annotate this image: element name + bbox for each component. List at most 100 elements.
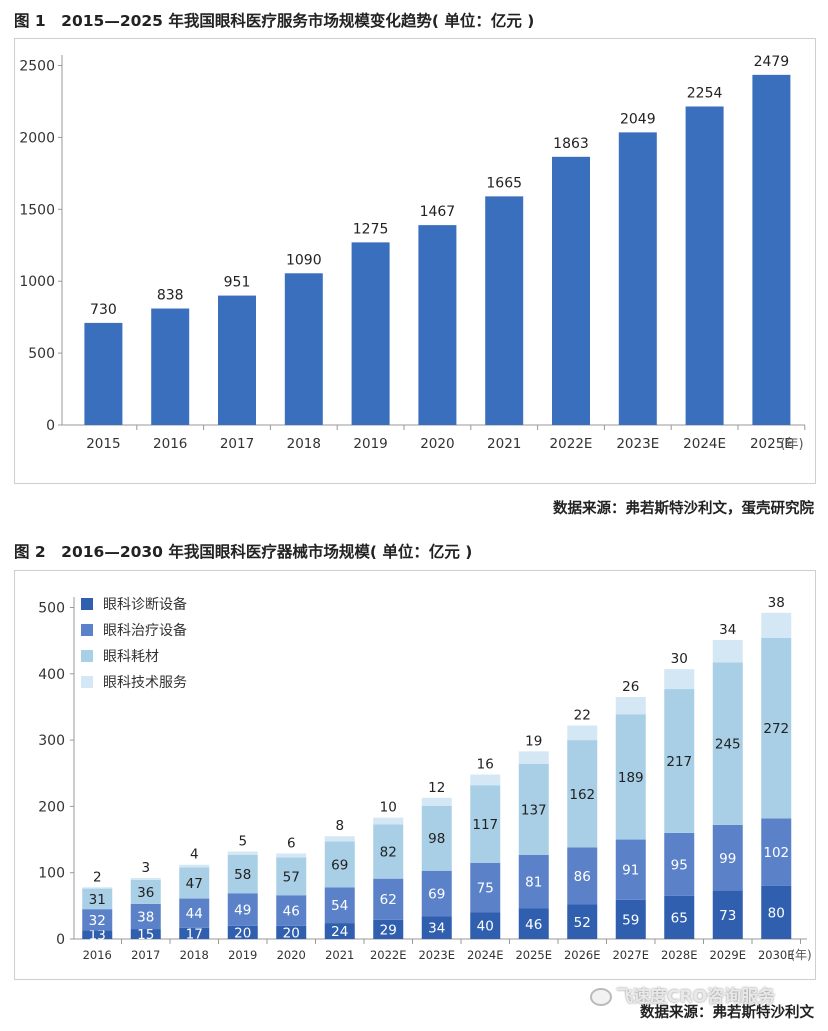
stack-segment — [373, 824, 404, 879]
segment-value-label: 98 — [428, 831, 445, 847]
stack-segment — [664, 689, 695, 833]
segment-value-label: 20 — [283, 925, 300, 941]
y-tick-label: 1000 — [19, 274, 55, 290]
stack-segment — [82, 887, 113, 889]
y-tick-label: 1500 — [19, 202, 55, 218]
stack-segment — [712, 890, 743, 939]
stack-segment — [761, 818, 792, 886]
legend-label: 眼科诊断设备 — [103, 597, 187, 613]
stack-segment — [761, 637, 792, 819]
stack-segment — [227, 854, 258, 894]
segment-value-label: 10 — [380, 800, 397, 816]
segment-value-label: 69 — [428, 887, 445, 903]
segment-value-label: 8 — [335, 818, 344, 834]
x-tick-label: 2024E — [683, 436, 726, 452]
x-tick-label: 2019 — [228, 948, 257, 962]
y-tick-label: 300 — [38, 733, 65, 749]
legend-item: 眼科诊断设备 — [81, 591, 187, 617]
stack-segment — [373, 817, 404, 825]
stack-segment — [130, 879, 161, 904]
stack-segment — [130, 929, 161, 939]
segment-value-label: 49 — [234, 902, 251, 918]
bar — [351, 242, 390, 425]
stack-segment — [82, 888, 113, 910]
segment-value-label: 102 — [763, 845, 789, 861]
bar-value-label: 1863 — [553, 136, 589, 152]
segment-value-label: 81 — [525, 875, 542, 891]
segment-value-label: 38 — [768, 595, 785, 611]
x-tick-label: 2017 — [220, 436, 254, 452]
segment-value-label: 95 — [671, 857, 688, 873]
legend-item: 眼科治疗设备 — [81, 617, 187, 643]
legend-swatch — [81, 676, 93, 688]
segment-value-label: 46 — [525, 917, 542, 933]
stack-segment — [324, 836, 355, 842]
stack-segment — [470, 774, 501, 786]
x-tick-label: 2024E — [467, 948, 504, 962]
stack-segment — [179, 867, 210, 899]
segment-value-label: 137 — [521, 802, 547, 818]
stack-segment — [615, 839, 646, 900]
stack-segment — [227, 851, 258, 855]
stack-segment — [179, 864, 210, 868]
segment-value-label: 57 — [283, 869, 300, 885]
segment-value-label: 54 — [331, 898, 348, 914]
segment-value-label: 47 — [186, 876, 203, 892]
y-tick-label: 500 — [28, 346, 55, 362]
stack-segment — [82, 909, 113, 931]
legend-swatch — [81, 650, 93, 662]
x-tick-label: 2023E — [418, 948, 455, 962]
segment-value-label: 34 — [428, 921, 445, 937]
y-tick-label: 200 — [38, 799, 65, 815]
figure2-source: 数据来源：弗若斯特沙利文 — [640, 1005, 814, 1021]
bar-value-label: 2479 — [754, 54, 790, 70]
x-tick-label: 2018 — [287, 436, 321, 452]
segment-value-label: 46 — [283, 903, 300, 919]
y-tick-label: 500 — [38, 601, 65, 617]
stack-segment — [712, 662, 743, 825]
x-tick-label: 2020 — [277, 948, 306, 962]
segment-value-label: 15 — [137, 927, 154, 943]
segment-value-label: 2 — [93, 869, 102, 885]
segment-value-label: 20 — [234, 925, 251, 941]
figure1-source: 数据来源：弗若斯特沙利文，蛋壳研究院 — [553, 501, 814, 517]
segment-value-label: 162 — [569, 787, 595, 803]
x-tick-label: 2021 — [487, 436, 521, 452]
stack-segment — [518, 908, 549, 939]
bar — [418, 225, 457, 425]
y-tick-label: 2500 — [19, 59, 55, 75]
x-tick-label: 2019 — [353, 436, 387, 452]
stack-segment — [227, 925, 258, 939]
segment-value-label: 75 — [477, 881, 494, 897]
segment-value-label: 245 — [715, 737, 741, 753]
stack-segment — [470, 862, 501, 913]
legend-swatch — [81, 598, 93, 610]
stack-segment — [421, 805, 452, 871]
x-tick-label: 2016 — [83, 948, 112, 962]
x-tick-label: 2015 — [86, 436, 120, 452]
segment-value-label: 17 — [186, 926, 203, 942]
chart2-legend: 眼科诊断设备 眼科治疗设备 眼科耗材 眼科技术服务 — [81, 591, 187, 695]
chart1-svg: 0 500 1000 1500 2000 2500 730 2015 838 2016 951 201… — [19, 54, 806, 452]
figure2-title: 图 2 2016—2030 年我国眼科医疗器械市场规模( 单位：亿元 ) — [14, 543, 473, 561]
x-tick-label: 2026E — [564, 948, 601, 962]
stack-segment — [712, 639, 743, 663]
segment-value-label: 4 — [190, 847, 199, 863]
stack-segment — [324, 887, 355, 924]
figure1-title: 图 1 2015—2025 年我国眼科医疗服务市场规模变化趋势( 单位：亿元 ) — [14, 12, 535, 30]
segment-value-label: 82 — [380, 844, 397, 860]
x-tick-label: 2022E — [550, 436, 593, 452]
stack-segment — [130, 903, 161, 930]
segment-value-label: 91 — [622, 863, 639, 879]
y-tick-label: 100 — [38, 866, 65, 882]
stack-segment — [276, 853, 307, 858]
stack-segment — [421, 870, 452, 917]
watermark-text: 飞速度CRO咨询服务 — [616, 987, 776, 1007]
x-tick-label: 2017 — [131, 948, 160, 962]
bar — [752, 74, 791, 426]
stack-segment — [179, 927, 210, 939]
segment-value-label: 12 — [428, 780, 445, 796]
segment-value-label: 59 — [622, 912, 639, 928]
stack-segment — [567, 740, 598, 848]
segment-value-label: 40 — [477, 919, 494, 935]
